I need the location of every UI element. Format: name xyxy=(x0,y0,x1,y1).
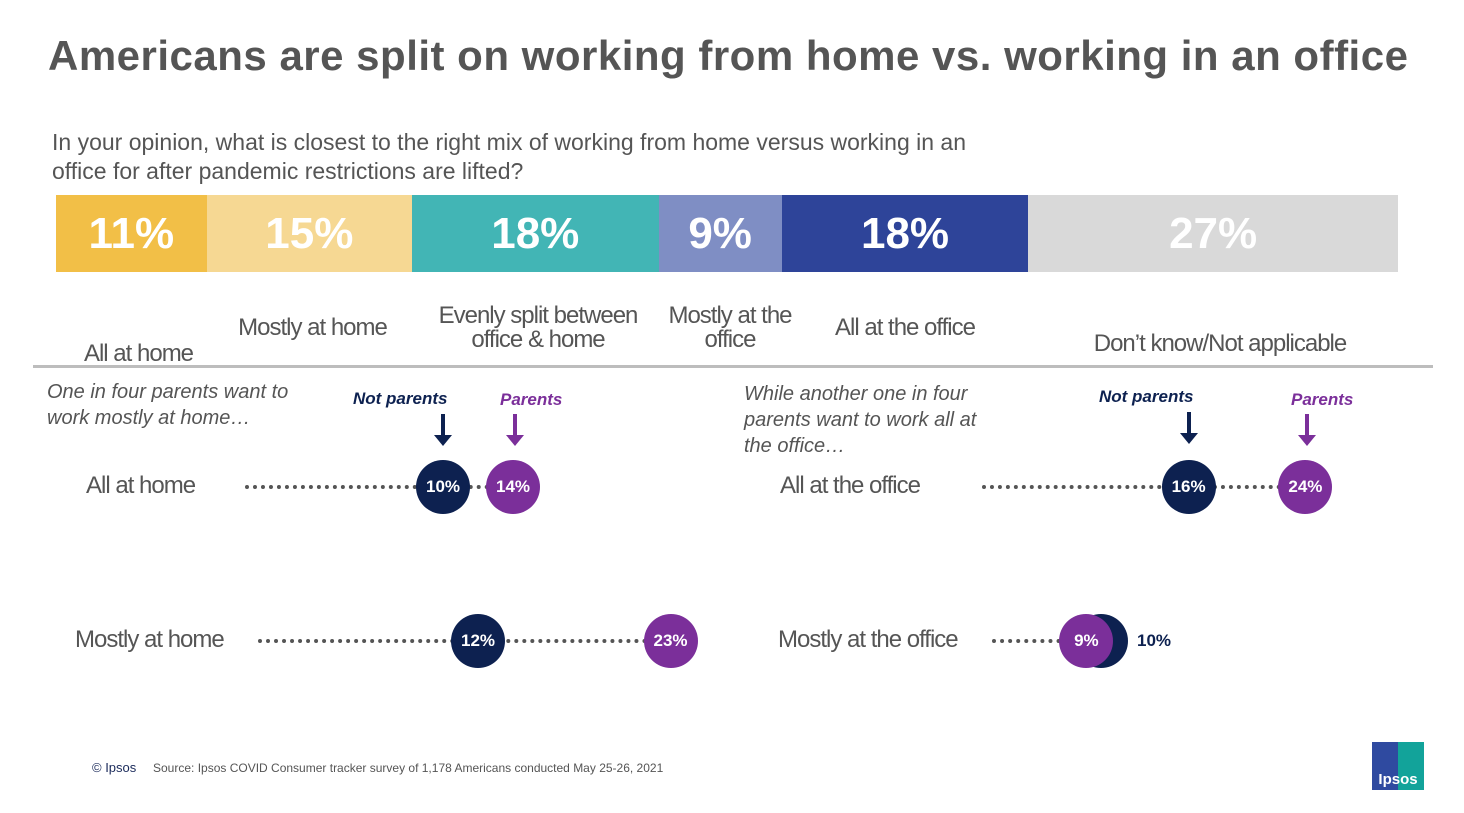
bar-segment: 11% xyxy=(56,195,207,272)
source-note: Source: Ipsos COVID Consumer tracker sur… xyxy=(153,761,664,775)
dotted-connector xyxy=(245,485,513,489)
bar-segment: 9% xyxy=(658,195,782,272)
right-note: While another one in four parents want t… xyxy=(744,383,977,457)
ipsos-logo: Ipsos xyxy=(1372,742,1424,790)
category-label: All at the office xyxy=(800,298,1010,358)
not-parents-marker: 16% xyxy=(1161,460,1216,514)
category-text: Don’t know/Not applicable xyxy=(1093,330,1347,357)
dotted-connector xyxy=(982,485,1306,489)
bar-segment: 18% xyxy=(781,195,1029,272)
bar-segment: 18% xyxy=(412,195,659,272)
category-text: All at the office xyxy=(835,314,976,341)
parents-marker: 9% xyxy=(1059,614,1114,668)
legend-parents: Parents xyxy=(1291,390,1354,409)
parents-marker: 23% xyxy=(643,614,698,668)
row-label: Mostly at home xyxy=(75,626,225,653)
category-label: Evenly split between office & home xyxy=(412,298,664,358)
row-label: All at the office xyxy=(780,472,921,499)
arrow-down-icon xyxy=(1180,412,1198,444)
not-parents-marker: 10% xyxy=(416,460,470,514)
legend-not-parents: Not parents xyxy=(353,389,448,408)
category-text: All at home xyxy=(83,340,194,367)
parents-marker: 14% xyxy=(486,460,540,514)
not-parents-marker: 12% xyxy=(451,614,505,668)
category-label: Don’t know/Not applicable xyxy=(1040,314,1400,374)
category-text: Mostly at home xyxy=(238,314,388,341)
not-parents-value: 10% xyxy=(1137,631,1172,650)
category-label: Mostly at home xyxy=(220,298,405,358)
arrow-down-icon xyxy=(506,414,524,446)
bar-segment: 15% xyxy=(206,195,413,272)
row-label: All at home xyxy=(86,472,196,499)
chart-title: Americans are split on working from home… xyxy=(48,32,1409,79)
divider xyxy=(33,365,1433,368)
category-label: All at home xyxy=(56,324,221,384)
dotted-connector xyxy=(992,639,1101,643)
row-label: Mostly at the office xyxy=(778,626,959,653)
legend-not-parents: Not parents xyxy=(1099,387,1194,406)
parents-marker: 24% xyxy=(1278,460,1333,514)
legend-parents: Parents xyxy=(500,390,563,409)
category-text: Mostly at the office xyxy=(668,302,792,353)
bar-segment: 27% xyxy=(1028,195,1398,272)
arrow-down-icon xyxy=(1298,414,1316,446)
left-note: One in four parents want to work mostly … xyxy=(47,381,289,429)
category-label: Mostly at the office xyxy=(665,298,795,358)
chart-subtitle: In your opinion, what is closest to the … xyxy=(52,129,967,184)
copyright: © Ipsos xyxy=(92,760,137,775)
category-text: Evenly split between office & home xyxy=(438,302,639,353)
stacked-bar: 11% 15% 18% 9% 18% 27% xyxy=(56,195,1398,272)
arrow-down-icon xyxy=(434,414,452,446)
